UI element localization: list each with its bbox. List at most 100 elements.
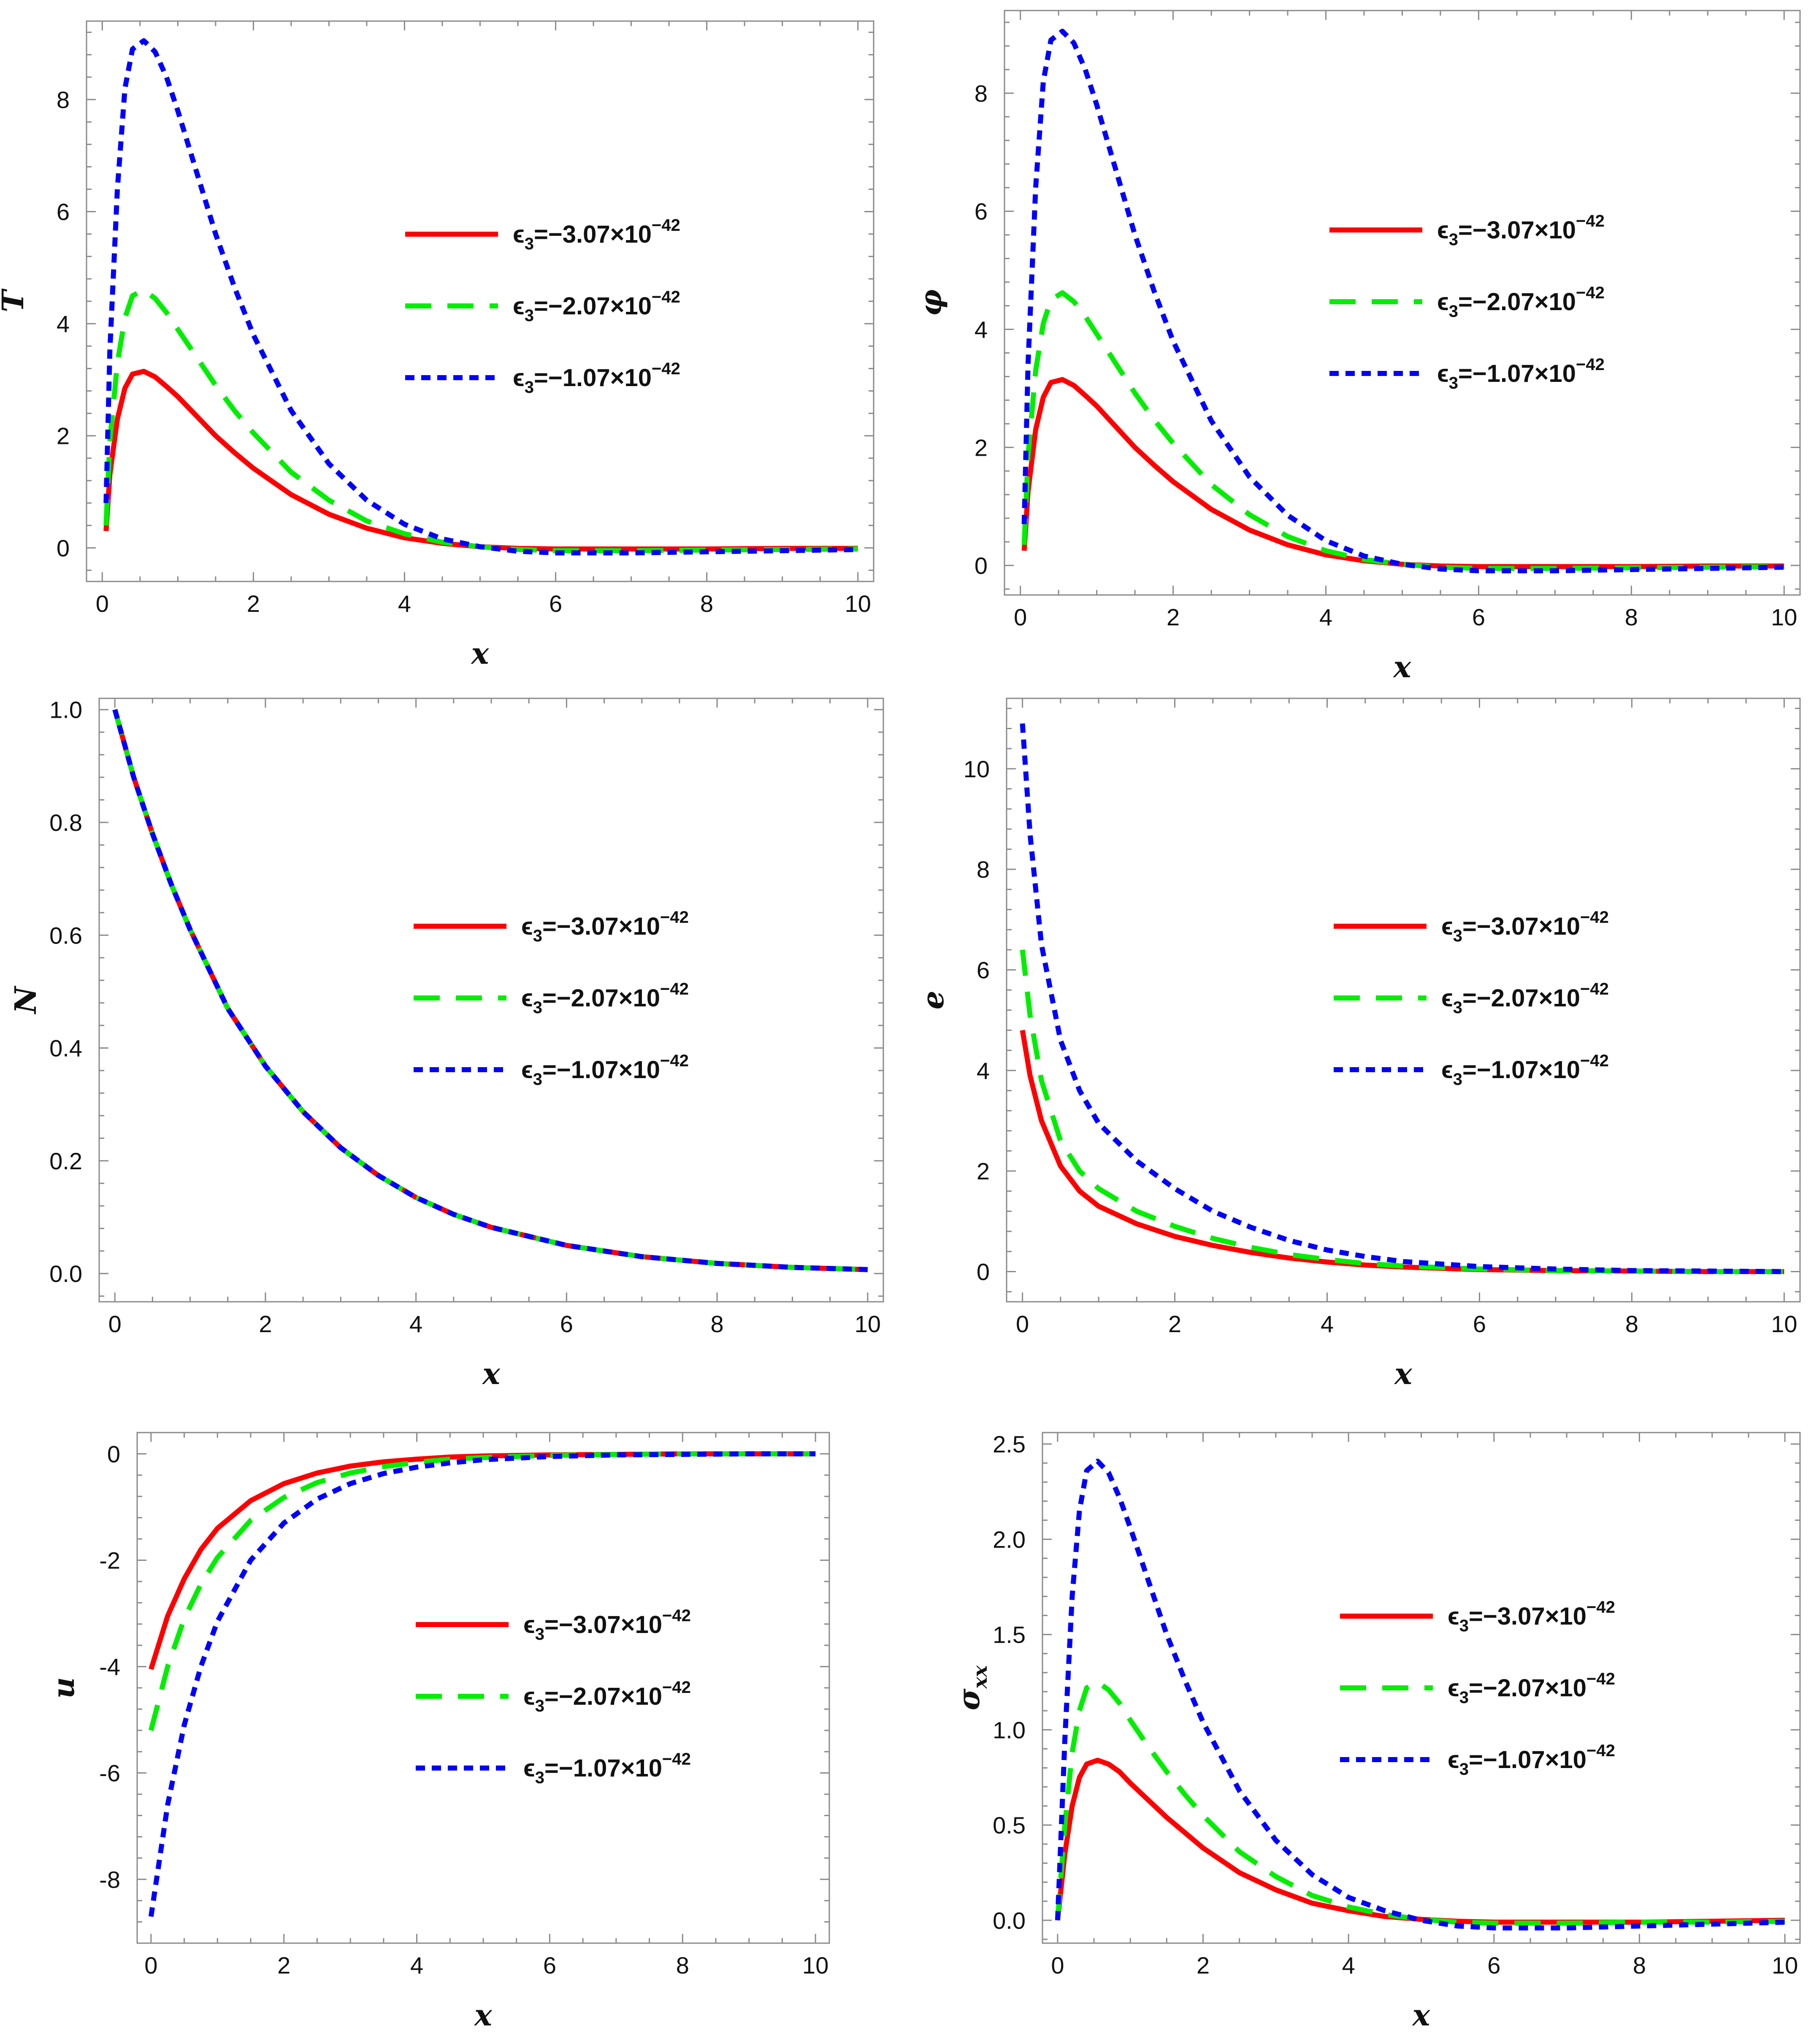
y-tick-label: 10 bbox=[964, 756, 990, 782]
legend: ϵ3=−3.07×10−42ϵ3=−2.07×10−42ϵ3=−1.07×10−… bbox=[1340, 1598, 1615, 1779]
legend-symbol: ϵ bbox=[521, 1056, 533, 1084]
y-axis-label-main: e bbox=[915, 991, 950, 1010]
x-tick-label: 10 bbox=[802, 1952, 828, 1979]
x-tick-label: 4 bbox=[398, 590, 411, 617]
legend-symbol: ϵ bbox=[523, 1755, 535, 1782]
y-axis-label-main: N bbox=[8, 985, 43, 1014]
legend-exponent: −42 bbox=[660, 980, 689, 998]
legend-symbol: ϵ bbox=[1441, 1056, 1453, 1084]
legend-symbol: ϵ bbox=[521, 984, 533, 1012]
y-tick-label: 4 bbox=[975, 316, 988, 343]
legend-value: =−1.07×10 bbox=[542, 1056, 660, 1084]
y-tick-label: 0.6 bbox=[49, 922, 82, 949]
legend-value: =−2.07×10 bbox=[1458, 288, 1576, 316]
series-line-2 bbox=[148, 1451, 816, 1731]
x-axis-label: x bbox=[471, 636, 490, 671]
series-line-1 bbox=[103, 369, 858, 552]
legend-subscript: 3 bbox=[535, 1625, 544, 1644]
legend-symbol: ϵ bbox=[1441, 913, 1453, 940]
plot-frame bbox=[86, 20, 874, 582]
legend-value: =−1.07×10 bbox=[1458, 360, 1576, 387]
x-tick-label: 0 bbox=[1051, 1952, 1064, 1979]
x-tick-label: 0 bbox=[108, 1311, 122, 1337]
legend-exponent: −42 bbox=[1576, 355, 1605, 374]
legend-value: =−3.07×10 bbox=[534, 221, 652, 248]
legend-symbol: ϵ bbox=[1437, 288, 1449, 316]
y-tick-label: 6 bbox=[977, 957, 990, 984]
legend-value: =−2.07×10 bbox=[1469, 1674, 1586, 1702]
series-line-1 bbox=[1020, 1030, 1784, 1274]
legend-symbol: ϵ bbox=[523, 1611, 535, 1638]
y-tick-label: 0 bbox=[57, 535, 70, 561]
legend-subscript: 3 bbox=[1453, 927, 1462, 945]
legend-label-2: ϵ3=−2.07×10−42 bbox=[523, 1678, 691, 1715]
legend-subscript: 3 bbox=[525, 378, 534, 397]
legend-exponent: −42 bbox=[662, 1750, 691, 1768]
legend-symbol: ϵ bbox=[1437, 360, 1449, 387]
plot-frame bbox=[1004, 10, 1801, 596]
x-tick-label: 8 bbox=[1625, 1311, 1638, 1337]
y-tick-label: 1.0 bbox=[993, 1717, 1026, 1743]
x-tick-label: 6 bbox=[1487, 1952, 1500, 1979]
x-tick-label: 2 bbox=[277, 1952, 290, 1979]
y-tick-label: -8 bbox=[99, 1866, 120, 1893]
y-tick-label: 6 bbox=[975, 198, 988, 225]
y-tick-label: 2 bbox=[57, 423, 70, 449]
y-axis-label-main: φ bbox=[913, 289, 948, 316]
legend: ϵ3=−3.07×10−42ϵ3=−2.07×10−42ϵ3=−1.07×10−… bbox=[416, 1606, 691, 1787]
legend: ϵ3=−3.07×10−42ϵ3=−2.07×10−42ϵ3=−1.07×10−… bbox=[1334, 908, 1609, 1089]
legend-exponent: −42 bbox=[1580, 908, 1609, 927]
x-tick-label: 8 bbox=[676, 1952, 689, 1979]
y-tick-label: 2 bbox=[977, 1158, 990, 1184]
y-axis-label: u bbox=[46, 1677, 81, 1699]
legend-symbol: ϵ bbox=[1441, 984, 1453, 1012]
legend-subscript: 3 bbox=[535, 1697, 544, 1715]
legend-subscript: 3 bbox=[1459, 1617, 1469, 1635]
series-line-3 bbox=[103, 38, 858, 556]
legend-exponent: −42 bbox=[660, 1052, 689, 1070]
legend-label-2: ϵ3=−2.07×10−42 bbox=[521, 980, 689, 1017]
x-tick-label: 6 bbox=[1473, 1311, 1486, 1337]
chart-panel-phi: 0 2 4 6 8 1002468xφϵ3=−3.07×10−42ϵ3=−2.07×10−… bbox=[913, 10, 1801, 684]
legend-subscript: 3 bbox=[533, 927, 542, 945]
legend-subscript: 3 bbox=[525, 306, 534, 325]
y-axis-label-main: u bbox=[46, 1677, 81, 1699]
y-tick-label: 4 bbox=[57, 311, 70, 337]
legend-exponent: −42 bbox=[1586, 1741, 1615, 1760]
legend: ϵ3=−3.07×10−42ϵ3=−2.07×10−42ϵ3=−1.07×10−… bbox=[1329, 212, 1605, 392]
y-tick-label: 0.5 bbox=[993, 1812, 1026, 1839]
series-line-2 bbox=[1055, 1679, 1785, 1926]
x-tick-label: 10 bbox=[1771, 604, 1797, 630]
legend-exponent: −42 bbox=[1586, 1670, 1615, 1688]
legend-exponent: −42 bbox=[662, 1606, 691, 1625]
x-tick-label: 0 bbox=[96, 590, 109, 617]
y-axis-label-main: T bbox=[0, 288, 30, 312]
legend-subscript: 3 bbox=[1459, 1760, 1469, 1779]
x-tick-label: 8 bbox=[1633, 1952, 1646, 1979]
chart-panel-T: 024681002468xTϵ3=−3.07×10−42ϵ3=−2.07×10−… bbox=[0, 20, 874, 671]
x-tick-label: 8 bbox=[1625, 604, 1638, 630]
x-tick-label: 10 bbox=[845, 590, 871, 617]
x-tick-label: 10 bbox=[1772, 1952, 1798, 1979]
legend-value: =−3.07×10 bbox=[542, 913, 660, 940]
legend-symbol: ϵ bbox=[1448, 1674, 1459, 1702]
legend-value: =−1.07×10 bbox=[1462, 1056, 1580, 1084]
legend-value: =−1.07×10 bbox=[544, 1755, 662, 1782]
y-axis-label-main: σ bbox=[951, 1688, 986, 1710]
x-tick-label: 0 bbox=[1016, 1311, 1029, 1337]
legend-label-1: ϵ3=−3.07×10−42 bbox=[513, 216, 680, 253]
legend-value: =−3.07×10 bbox=[1458, 216, 1576, 244]
plot-frame bbox=[98, 698, 884, 1303]
legend-value: =−2.07×10 bbox=[542, 984, 660, 1012]
legend-exponent: −42 bbox=[652, 360, 680, 378]
y-tick-label: 6 bbox=[57, 199, 70, 225]
legend-exponent: −42 bbox=[660, 908, 689, 927]
series-line-1 bbox=[1055, 1757, 1785, 1925]
x-axis-label: x bbox=[1393, 649, 1412, 684]
y-tick-label: -2 bbox=[99, 1547, 120, 1574]
legend-exponent: −42 bbox=[662, 1678, 691, 1697]
legend-symbol: ϵ bbox=[513, 221, 525, 248]
y-tick-label: 0 bbox=[107, 1441, 120, 1467]
y-tick-label: 4 bbox=[977, 1057, 990, 1084]
